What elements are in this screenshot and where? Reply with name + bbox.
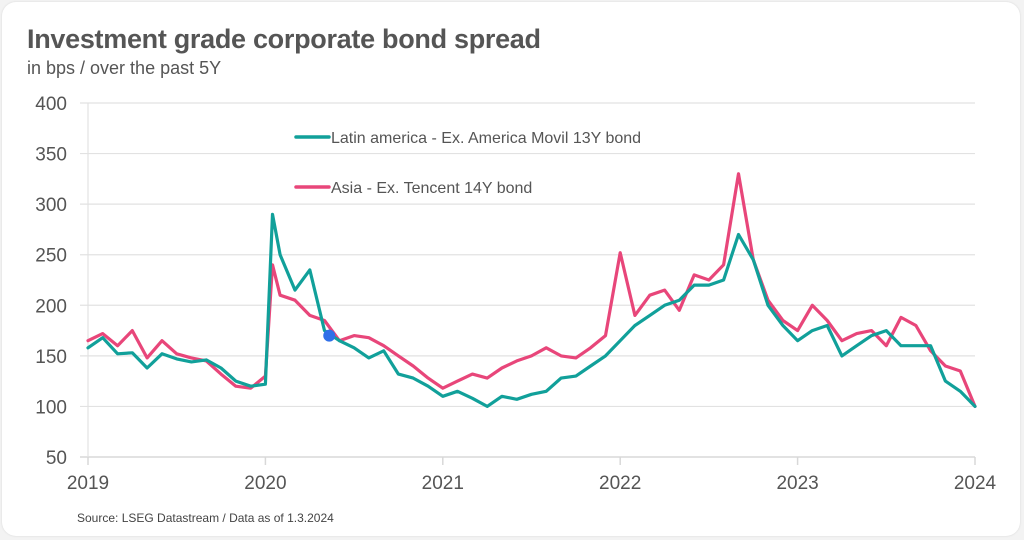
x-tick-label: 2020 xyxy=(244,473,286,494)
x-tick-label: 2023 xyxy=(776,473,818,494)
series-line-latin-america xyxy=(86,212,977,408)
series-lines xyxy=(86,172,977,408)
y-tick-label: 150 xyxy=(35,347,67,368)
y-tick-label: 350 xyxy=(35,145,67,166)
legend-label: Asia - Ex. Tencent 14Y bond xyxy=(331,180,532,197)
y-axis-ticks: 50 100 150 200 250 300 350 400 xyxy=(35,94,67,469)
series-line-asia xyxy=(86,172,977,408)
x-tick-label: 2021 xyxy=(422,473,464,494)
chart-subtitle: in bps / over the past 5Y xyxy=(27,58,222,78)
x-tick-label: 2024 xyxy=(954,473,997,494)
x-axis-ticks: 2019 2020 2021 2022 2023 2024 xyxy=(67,473,997,494)
y-tick-label: 200 xyxy=(35,296,67,317)
grid-lines xyxy=(80,102,976,465)
y-tick-label: 400 xyxy=(35,94,67,115)
legend: Latin america - Ex. America Movil 13Y bo… xyxy=(294,130,641,197)
markers xyxy=(323,329,336,342)
chart-title: Investment grade corporate bond spread xyxy=(27,24,541,54)
y-tick-label: 250 xyxy=(35,246,67,267)
y-tick-label: 100 xyxy=(35,397,67,418)
x-tick-label: 2019 xyxy=(67,473,109,494)
legend-label: Latin america - Ex. America Movil 13Y bo… xyxy=(331,130,641,147)
y-tick-label: 50 xyxy=(46,448,67,469)
highlight-point xyxy=(323,329,336,342)
source-note: Source: LSEG Datastream / Data as of 1.3… xyxy=(77,511,334,525)
x-tick-label: 2022 xyxy=(599,473,641,494)
y-tick-label: 300 xyxy=(35,195,67,216)
